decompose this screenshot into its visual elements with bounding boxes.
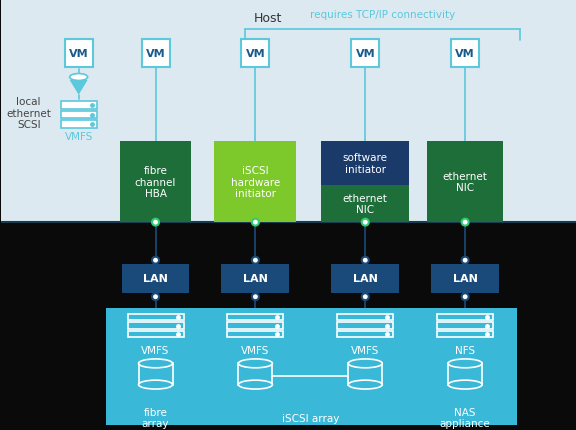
Ellipse shape xyxy=(448,380,482,389)
Circle shape xyxy=(252,257,259,264)
Circle shape xyxy=(461,294,469,301)
Text: VMFS: VMFS xyxy=(351,345,380,355)
Text: LAN: LAN xyxy=(453,274,478,284)
Ellipse shape xyxy=(238,380,272,389)
Bar xyxy=(448,368,482,385)
FancyBboxPatch shape xyxy=(60,121,97,129)
FancyBboxPatch shape xyxy=(426,308,504,359)
Text: LAN: LAN xyxy=(143,274,168,284)
FancyBboxPatch shape xyxy=(451,40,479,68)
Text: VM: VM xyxy=(355,49,375,59)
FancyBboxPatch shape xyxy=(431,264,499,294)
Ellipse shape xyxy=(238,359,272,368)
FancyBboxPatch shape xyxy=(105,308,206,424)
Circle shape xyxy=(252,294,259,301)
Bar xyxy=(238,368,272,385)
FancyBboxPatch shape xyxy=(65,40,93,68)
FancyBboxPatch shape xyxy=(351,40,379,68)
Text: NAS
appliance: NAS appliance xyxy=(439,407,491,428)
Text: VM: VM xyxy=(456,49,475,59)
Circle shape xyxy=(152,219,159,226)
Ellipse shape xyxy=(70,74,88,81)
Text: LAN: LAN xyxy=(243,274,268,284)
FancyBboxPatch shape xyxy=(321,185,409,223)
FancyBboxPatch shape xyxy=(120,142,191,223)
Text: local
ethernet
SCSI: local ethernet SCSI xyxy=(6,97,51,130)
Text: fibre
channel
HBA: fibre channel HBA xyxy=(135,166,176,199)
Text: VMFS: VMFS xyxy=(65,132,93,142)
FancyBboxPatch shape xyxy=(415,308,517,424)
Bar xyxy=(139,368,173,385)
FancyBboxPatch shape xyxy=(60,111,97,119)
Polygon shape xyxy=(70,81,88,95)
Ellipse shape xyxy=(448,359,482,368)
Text: ethernet
NIC: ethernet NIC xyxy=(443,172,487,193)
Text: fibre
array: fibre array xyxy=(142,407,169,428)
Text: VMFS: VMFS xyxy=(141,345,170,355)
Circle shape xyxy=(362,219,369,226)
Circle shape xyxy=(152,257,159,264)
Text: software
initiator: software initiator xyxy=(343,153,388,174)
Text: NFS: NFS xyxy=(455,345,475,355)
Text: VM: VM xyxy=(69,49,89,59)
Circle shape xyxy=(252,219,259,226)
FancyBboxPatch shape xyxy=(221,264,289,294)
FancyBboxPatch shape xyxy=(427,142,503,223)
Circle shape xyxy=(362,294,369,301)
Bar xyxy=(1,0,576,223)
Ellipse shape xyxy=(348,380,382,389)
FancyBboxPatch shape xyxy=(214,142,297,223)
Text: ethernet
NIC: ethernet NIC xyxy=(343,193,388,215)
FancyBboxPatch shape xyxy=(217,308,294,359)
Text: iSCSI
hardware
initiator: iSCSI hardware initiator xyxy=(231,166,280,199)
FancyBboxPatch shape xyxy=(122,264,190,294)
Text: LAN: LAN xyxy=(353,274,378,284)
Ellipse shape xyxy=(139,380,173,389)
Text: iSCSI array: iSCSI array xyxy=(282,413,339,423)
Bar xyxy=(348,368,382,385)
FancyBboxPatch shape xyxy=(331,264,399,294)
FancyBboxPatch shape xyxy=(60,101,97,109)
Text: VM: VM xyxy=(245,49,265,59)
Circle shape xyxy=(152,294,159,301)
FancyBboxPatch shape xyxy=(116,308,195,359)
FancyBboxPatch shape xyxy=(327,308,404,359)
FancyBboxPatch shape xyxy=(203,308,417,424)
Text: Host: Host xyxy=(254,12,283,25)
Text: requires TCP/IP connectivity: requires TCP/IP connectivity xyxy=(310,10,456,20)
Ellipse shape xyxy=(139,359,173,368)
Text: VMFS: VMFS xyxy=(241,345,270,355)
Circle shape xyxy=(461,219,469,226)
FancyBboxPatch shape xyxy=(321,142,409,185)
Circle shape xyxy=(461,257,469,264)
FancyBboxPatch shape xyxy=(142,40,169,68)
Circle shape xyxy=(362,257,369,264)
FancyBboxPatch shape xyxy=(241,40,270,68)
Text: VM: VM xyxy=(146,49,165,59)
Ellipse shape xyxy=(348,359,382,368)
